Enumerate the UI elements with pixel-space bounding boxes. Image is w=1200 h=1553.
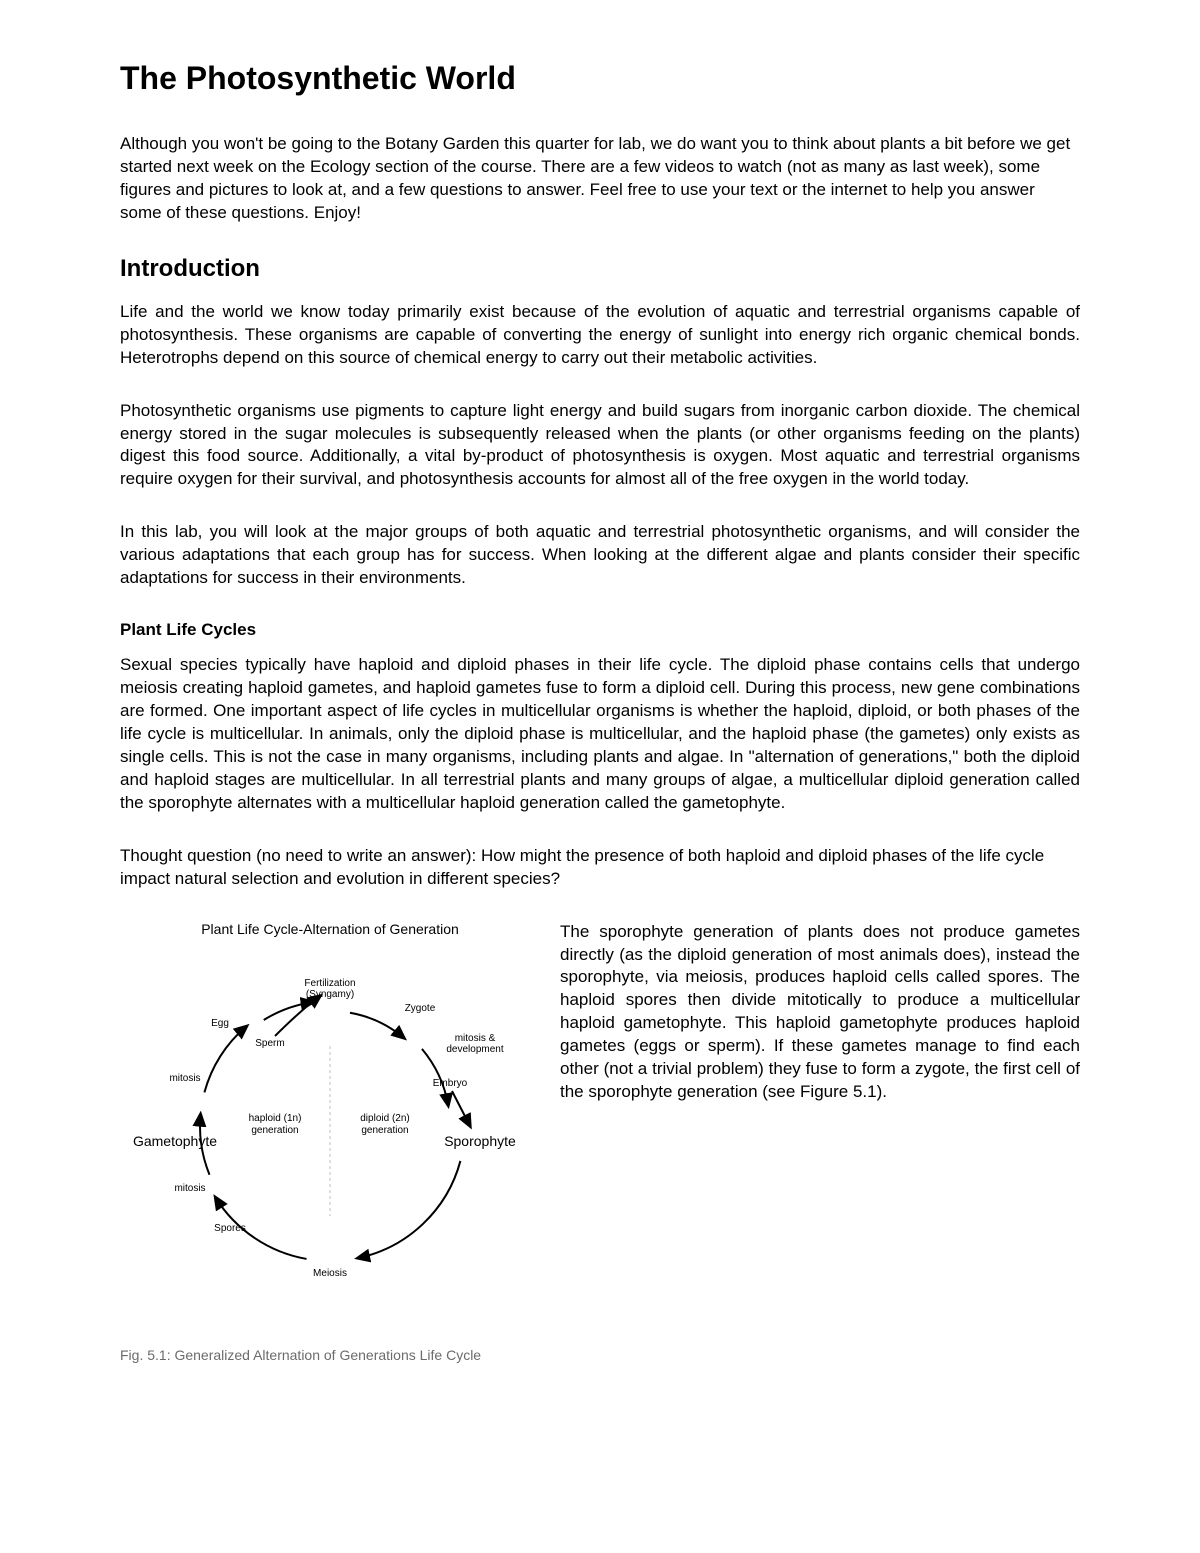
- intro-p1: Life and the world we know today primari…: [120, 301, 1080, 370]
- svg-text:generation: generation: [251, 1125, 298, 1136]
- svg-text:Spores: Spores: [214, 1223, 246, 1234]
- svg-text:development: development: [446, 1044, 503, 1055]
- intro-p2: Photosynthetic organisms use pigments to…: [120, 400, 1080, 492]
- plc-p1: Sexual species typically have haploid an…: [120, 654, 1080, 815]
- document-page: The Photosynthetic World Although you wo…: [0, 0, 1200, 1424]
- svg-text:Fertilization: Fertilization: [304, 978, 355, 989]
- figure-text: The sporophyte generation of plants does…: [560, 921, 1080, 1306]
- svg-text:Gametophyte: Gametophyte: [133, 1133, 217, 1149]
- svg-text:mitosis: mitosis: [169, 1073, 200, 1084]
- svg-text:Zygote: Zygote: [405, 1003, 436, 1014]
- svg-text:(Syngamy): (Syngamy): [306, 989, 354, 1000]
- svg-text:Embryo: Embryo: [433, 1078, 468, 1089]
- svg-text:haploid (1n): haploid (1n): [249, 1113, 302, 1124]
- thought-question: Thought question (no need to write an an…: [120, 845, 1080, 891]
- svg-text:generation: generation: [361, 1125, 408, 1136]
- intro-paragraph: Although you won't be going to the Botan…: [120, 133, 1080, 225]
- svg-text:diploid (2n): diploid (2n): [360, 1113, 409, 1124]
- svg-text:mitosis: mitosis: [174, 1183, 205, 1194]
- svg-text:Sperm: Sperm: [255, 1038, 284, 1049]
- life-cycle-diagram: haploid (1n)generationdiploid (2n)genera…: [120, 941, 540, 1301]
- intro-p3: In this lab, you will look at the major …: [120, 521, 1080, 590]
- figure-caption: Fig. 5.1: Generalized Alternation of Gen…: [120, 1346, 1080, 1364]
- svg-text:mitosis &: mitosis &: [455, 1033, 496, 1044]
- heading-plant-life-cycles: Plant Life Cycles: [120, 620, 1080, 640]
- svg-text:Sporophyte: Sporophyte: [444, 1133, 516, 1149]
- sporophyte-paragraph: The sporophyte generation of plants does…: [560, 921, 1080, 1105]
- svg-text:Egg: Egg: [211, 1018, 229, 1029]
- heading-introduction: Introduction: [120, 255, 1080, 283]
- svg-text:Meiosis: Meiosis: [313, 1268, 347, 1279]
- figure-row: Plant Life Cycle-Alternation of Generati…: [120, 921, 1080, 1306]
- page-title: The Photosynthetic World: [120, 60, 1080, 97]
- diagram-title: Plant Life Cycle-Alternation of Generati…: [120, 921, 540, 937]
- figure-5-1: Plant Life Cycle-Alternation of Generati…: [120, 921, 540, 1306]
